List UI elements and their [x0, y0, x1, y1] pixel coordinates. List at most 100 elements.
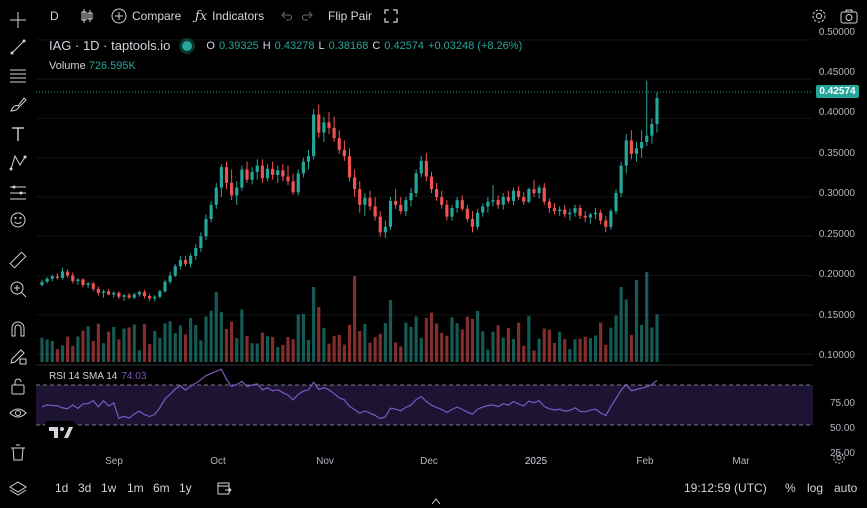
candle [76, 277, 80, 285]
candle-body [91, 283, 95, 289]
snapshot-button[interactable] [840, 8, 858, 24]
candle [547, 198, 551, 213]
candle [127, 292, 131, 300]
stay-drawing-tool[interactable] [8, 346, 28, 366]
delete-tool[interactable] [8, 442, 28, 462]
redo-button[interactable] [302, 8, 314, 24]
candle-body [55, 276, 59, 278]
forecast-tool[interactable] [8, 182, 28, 202]
interval-button[interactable]: D [50, 8, 59, 24]
symbol-title[interactable]: IAG · 1D · taptools.io [49, 38, 171, 53]
price-tick: 0.45000 [818, 67, 855, 78]
candle-body [440, 197, 444, 205]
percent-toggle[interactable]: % [785, 481, 796, 495]
fib-tool[interactable] [8, 65, 28, 85]
flip-pair-button[interactable]: Flip Pair [328, 8, 372, 24]
ruler-icon [9, 251, 27, 269]
candle [388, 197, 393, 230]
brush-tool[interactable] [8, 94, 28, 114]
utc-clock[interactable]: 19:12:59 (UTC) [684, 481, 767, 495]
visibility-tool[interactable] [8, 403, 28, 423]
undo-icon [281, 11, 292, 21]
candle-body [650, 123, 654, 136]
range-1d[interactable]: 1d [55, 481, 69, 495]
candle-body [655, 98, 659, 124]
candle-body [460, 200, 464, 209]
settings-button[interactable] [811, 8, 827, 24]
tradingview-logo[interactable] [45, 421, 75, 443]
candle [204, 214, 208, 241]
range-1w[interactable]: 1w [101, 481, 117, 495]
volume-label: Volume [49, 60, 86, 72]
rsi-label[interactable]: RSI 14 SMA 14 [49, 371, 118, 382]
magnet-tool[interactable] [8, 319, 28, 339]
candle-body [199, 236, 203, 249]
candle-body [158, 291, 162, 297]
volume-bar [573, 339, 577, 362]
volume-bar [419, 337, 423, 362]
candle-body [394, 200, 398, 205]
candle [91, 281, 95, 292]
candle-body [240, 169, 244, 188]
fullscreen-button[interactable] [384, 8, 398, 24]
volume-bar [199, 340, 203, 362]
chevron-up-icon [431, 498, 441, 505]
volume-bar [388, 300, 393, 362]
pattern-tool[interactable] [8, 152, 28, 172]
volume-bar [204, 316, 208, 362]
ruler-tool[interactable] [8, 250, 28, 270]
candle-type-button[interactable] [80, 8, 94, 24]
volume-bar [414, 316, 418, 362]
layers-button[interactable] [9, 480, 27, 501]
goto-date-button[interactable] [217, 481, 232, 498]
candle-body [50, 276, 54, 279]
candle-body [542, 187, 546, 202]
candle [107, 288, 111, 296]
candle [604, 215, 608, 233]
range-6m[interactable]: 6m [153, 481, 170, 495]
text-tool[interactable] [8, 124, 28, 144]
candle [552, 203, 557, 215]
axis-settings-button[interactable] [832, 451, 846, 468]
candle [230, 169, 234, 201]
candle-body [76, 279, 80, 282]
trend-line-tool[interactable] [8, 37, 28, 57]
fullscreen-icon [384, 9, 398, 23]
time-axis[interactable]: Sep Oct Nov Dec 2025 Feb Mar [36, 452, 813, 468]
candle [409, 187, 413, 207]
candle [81, 277, 85, 288]
expand-panel-arrow[interactable] [431, 494, 441, 508]
compare-button[interactable]: Compare [111, 8, 181, 24]
lock-tool[interactable] [8, 376, 28, 396]
candle-body [127, 295, 131, 298]
candle [327, 112, 331, 135]
candle [50, 274, 54, 282]
candle-body [86, 283, 90, 285]
range-1m[interactable]: 1m [127, 481, 144, 495]
undo-button[interactable] [280, 8, 292, 24]
emoji-tool[interactable] [8, 210, 28, 230]
candle-body [573, 208, 577, 213]
range-1y[interactable]: 1y [179, 481, 192, 495]
candle [312, 109, 316, 160]
volume-bar [378, 333, 382, 362]
candle-body [117, 292, 121, 297]
candle [440, 190, 444, 209]
candle [460, 195, 464, 212]
crosshair-tool[interactable] [8, 10, 28, 30]
range-3d[interactable]: 3d [78, 481, 92, 495]
log-toggle[interactable]: log [807, 481, 824, 495]
volume-bar [404, 322, 408, 362]
candle [424, 153, 428, 182]
volume-bar [271, 336, 275, 362]
auto-toggle[interactable]: auto [834, 481, 858, 495]
candle [501, 193, 505, 210]
volume-bar [194, 325, 198, 362]
zoom-tool[interactable] [8, 279, 28, 299]
indicators-button[interactable]: ƒx Indicators [195, 8, 264, 24]
price-tick: 0.35000 [818, 148, 855, 159]
candle [194, 244, 198, 260]
gear-icon [812, 9, 826, 23]
text-icon [12, 127, 24, 141]
